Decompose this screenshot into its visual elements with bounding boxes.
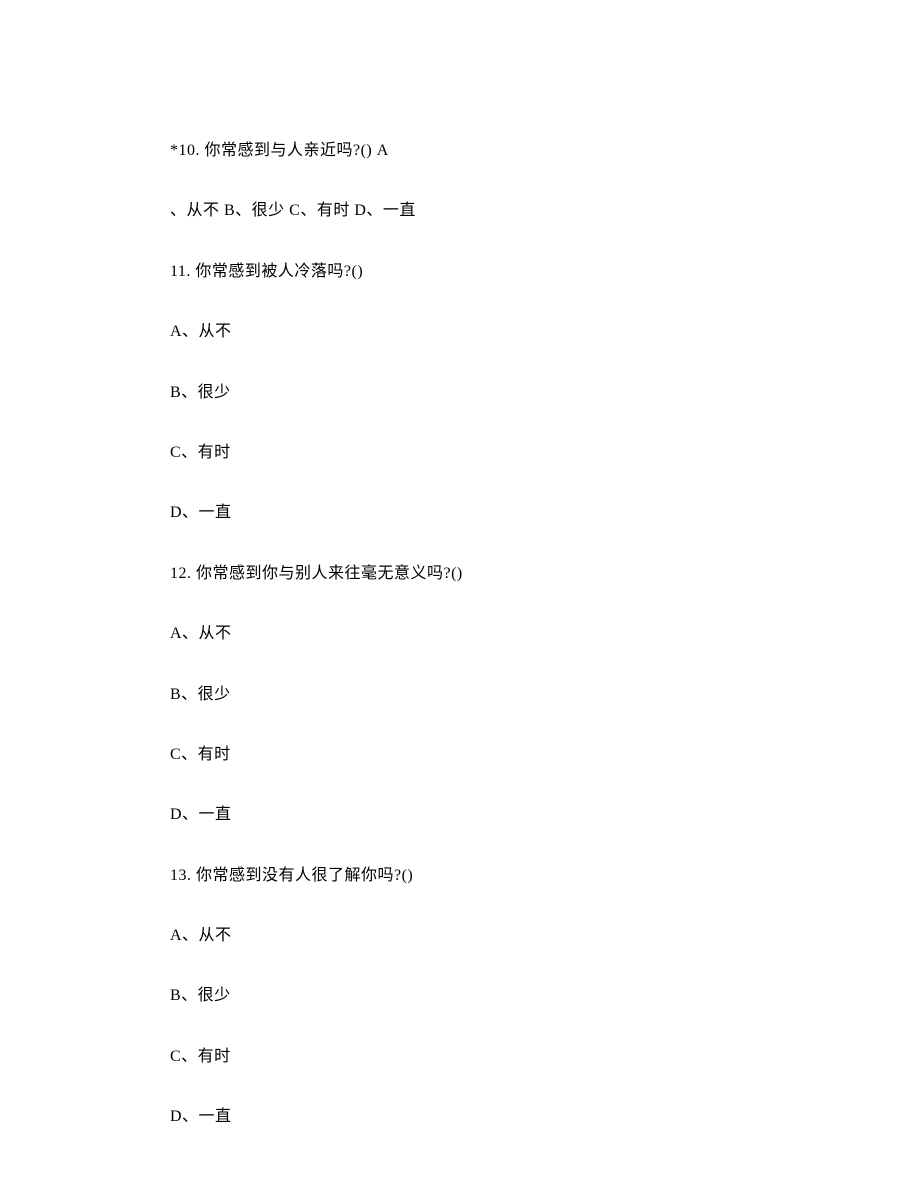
document-content: *10. 你常感到与人亲近吗?() A 、从不 B、很少 C、有时 D、一直 1… <box>170 140 750 1129</box>
q13-question: 13. 你常感到没有人很了解你吗?() <box>170 865 750 887</box>
q12-option-b: B、很少 <box>170 684 750 706</box>
q13-option-d: D、一直 <box>170 1106 750 1128</box>
q13-option-a: A、从不 <box>170 925 750 947</box>
q10-line1: *10. 你常感到与人亲近吗?() A <box>170 140 750 162</box>
q12-option-c: C、有时 <box>170 744 750 766</box>
q11-option-d: D、一直 <box>170 502 750 524</box>
q13-option-b: B、很少 <box>170 985 750 1007</box>
q13-option-c: C、有时 <box>170 1046 750 1068</box>
q12-option-a: A、从不 <box>170 623 750 645</box>
q11-option-b: B、很少 <box>170 382 750 404</box>
q11-question: 11. 你常感到被人冷落吗?() <box>170 261 750 283</box>
q12-option-d: D、一直 <box>170 804 750 826</box>
q11-option-c: C、有时 <box>170 442 750 464</box>
q11-option-a: A、从不 <box>170 321 750 343</box>
q12-question: 12. 你常感到你与别人来往毫无意义吗?() <box>170 563 750 585</box>
q10-line2: 、从不 B、很少 C、有时 D、一直 <box>170 200 750 222</box>
